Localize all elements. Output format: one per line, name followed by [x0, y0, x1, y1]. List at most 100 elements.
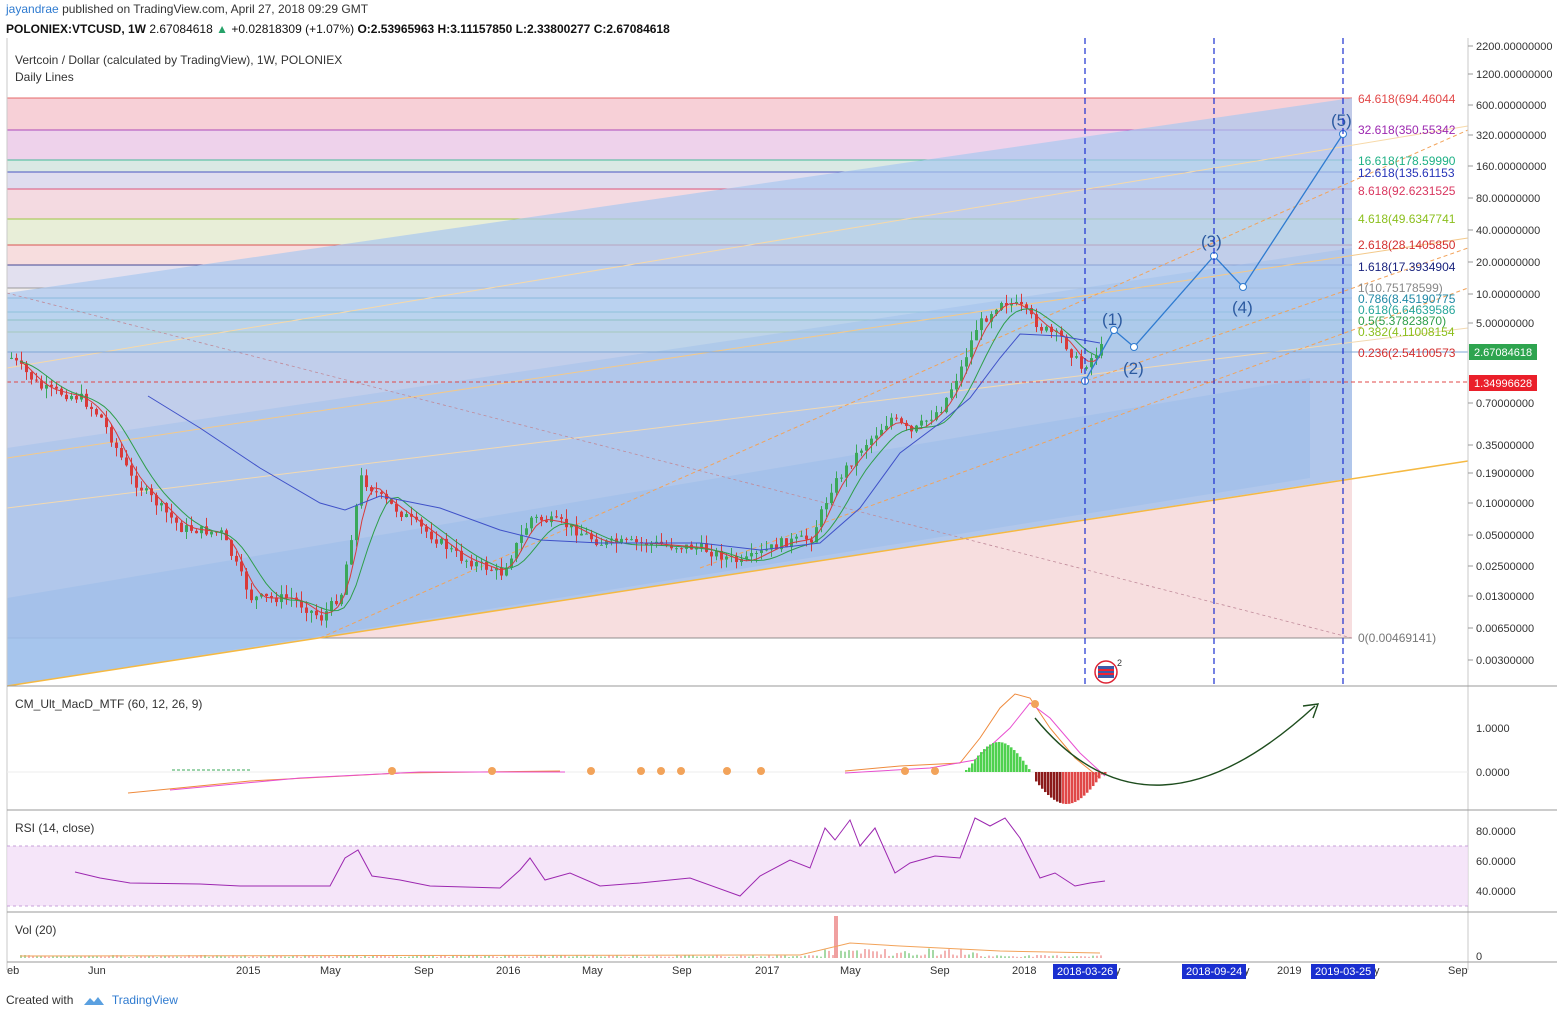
candle-body [320, 615, 323, 621]
volume-bar [308, 955, 310, 958]
volume-bar [988, 955, 990, 958]
candle-body [600, 544, 603, 546]
candle-body [195, 530, 198, 534]
price-tick-label: 0.05000000 [1476, 530, 1534, 542]
candle-body [580, 533, 583, 536]
candle-body [900, 418, 903, 423]
trend-channel[interactable] [7, 98, 1468, 687]
candle-body [1075, 356, 1078, 358]
candle-body [120, 447, 123, 458]
candle-body [55, 386, 58, 389]
tradingview-link[interactable]: TradingView [111, 993, 178, 1007]
candle-body [165, 503, 168, 513]
candle-body [345, 564, 348, 595]
volume-bar [892, 955, 894, 958]
wave-path [1084, 133, 1344, 382]
candle-body [445, 538, 448, 549]
time-tick-label: 2015 [236, 965, 260, 977]
wave-label: (1) [1102, 310, 1123, 329]
volume-bar [804, 955, 806, 958]
candle-body [425, 526, 428, 532]
macd-hist-bar [1074, 772, 1077, 802]
volume-bar [260, 955, 262, 958]
volume-bar [1092, 955, 1094, 958]
time-tick-label: Sep [672, 965, 692, 977]
last-price-tag-label: 2.67084618 [1474, 347, 1532, 359]
candle-body [485, 561, 488, 570]
candle-body [955, 380, 958, 390]
macd-hist-bar [1104, 772, 1107, 774]
macd-hist-bar [1059, 772, 1062, 803]
volume-bar [864, 949, 866, 958]
macd-hist-bar [1004, 743, 1007, 772]
volume-bar [1044, 955, 1046, 958]
wave-label: (3) [1201, 232, 1222, 251]
candle-body [795, 536, 798, 539]
candle-body [1080, 356, 1083, 369]
macd-hist-bar [986, 746, 989, 772]
volume-bar [348, 955, 350, 958]
volume-bar [900, 952, 902, 958]
volume-bar [964, 954, 966, 958]
volume-bar [960, 948, 962, 958]
fib-labels: 64.618(694.46044 32.618(350.55342 16.618(1… [1358, 92, 1456, 645]
rsi-path [74, 817, 1106, 897]
volume-bar [340, 955, 342, 958]
volume-bar [384, 955, 386, 958]
volume-bar [128, 956, 130, 958]
elliott-wave[interactable]: (1) (2) (3) (4) (5) [1081, 111, 1352, 385]
price-tick-label: 0.19000000 [1476, 468, 1534, 480]
volume-bar [212, 955, 214, 958]
author-link[interactable]: jayandrae [6, 2, 59, 16]
candle-body [230, 540, 233, 556]
date-lines[interactable] [1084, 38, 1344, 686]
channel-line [7, 460, 1468, 687]
macd-hist-bar [1068, 772, 1071, 804]
price-tick-label: 0.35000000 [1476, 440, 1534, 452]
volume-bar [536, 955, 538, 958]
time-tick-label: eb [7, 965, 19, 977]
volume-bar [544, 955, 546, 958]
volume-bar [708, 956, 710, 958]
candle-body [1025, 304, 1028, 309]
macd-hist-bar [998, 742, 1001, 772]
chart-canvas[interactable]: (1) (2) (3) (4) (5) 64.618(694.46044 32.618(3… [0, 38, 1563, 988]
volume-bar [200, 955, 202, 958]
volume-bar [364, 955, 366, 958]
economic-event-badge[interactable]: 2 [1094, 658, 1122, 684]
volume-bar [844, 951, 846, 958]
candle-body [940, 412, 943, 414]
moving-averages [19, 302, 1101, 615]
candle-body [355, 505, 358, 541]
candle-body [515, 542, 518, 559]
date-marker-label: 2019-03-25 [1315, 966, 1371, 978]
date-marker-tag [1311, 964, 1375, 979]
candle-body [995, 309, 998, 315]
volume-bar [380, 955, 382, 958]
volume-bar [372, 955, 374, 958]
candle-body [370, 487, 373, 492]
wave-point [1110, 326, 1118, 334]
volume-bar [456, 955, 458, 958]
volume-bar [524, 956, 526, 958]
volume-bar [1016, 956, 1018, 958]
price-axis[interactable]: 2200.00000000 1200.00000000 600.00000000 32… [1468, 41, 1552, 667]
cross-dot [723, 767, 731, 775]
candle-body [625, 538, 628, 540]
volume-bar [1080, 956, 1082, 958]
volume-bar [624, 956, 626, 958]
macd-hist-bar [968, 767, 971, 772]
volume-bar [796, 955, 798, 958]
candle-body [170, 512, 173, 518]
candle-body [945, 397, 948, 413]
time-axis[interactable]: eb Jun 2015 May Sep 2016 May Sep 2017 May Sep 2018 y… [7, 964, 1468, 979]
candle-body [390, 499, 393, 504]
candle-body [245, 571, 248, 590]
volume-bar [132, 956, 134, 958]
volume-bar [884, 949, 886, 958]
arrow-head-icon [1302, 703, 1320, 719]
candle-body [775, 544, 778, 550]
volume-bar [744, 955, 746, 958]
channel-line [7, 237, 1468, 459]
volume-bar [1064, 956, 1066, 958]
